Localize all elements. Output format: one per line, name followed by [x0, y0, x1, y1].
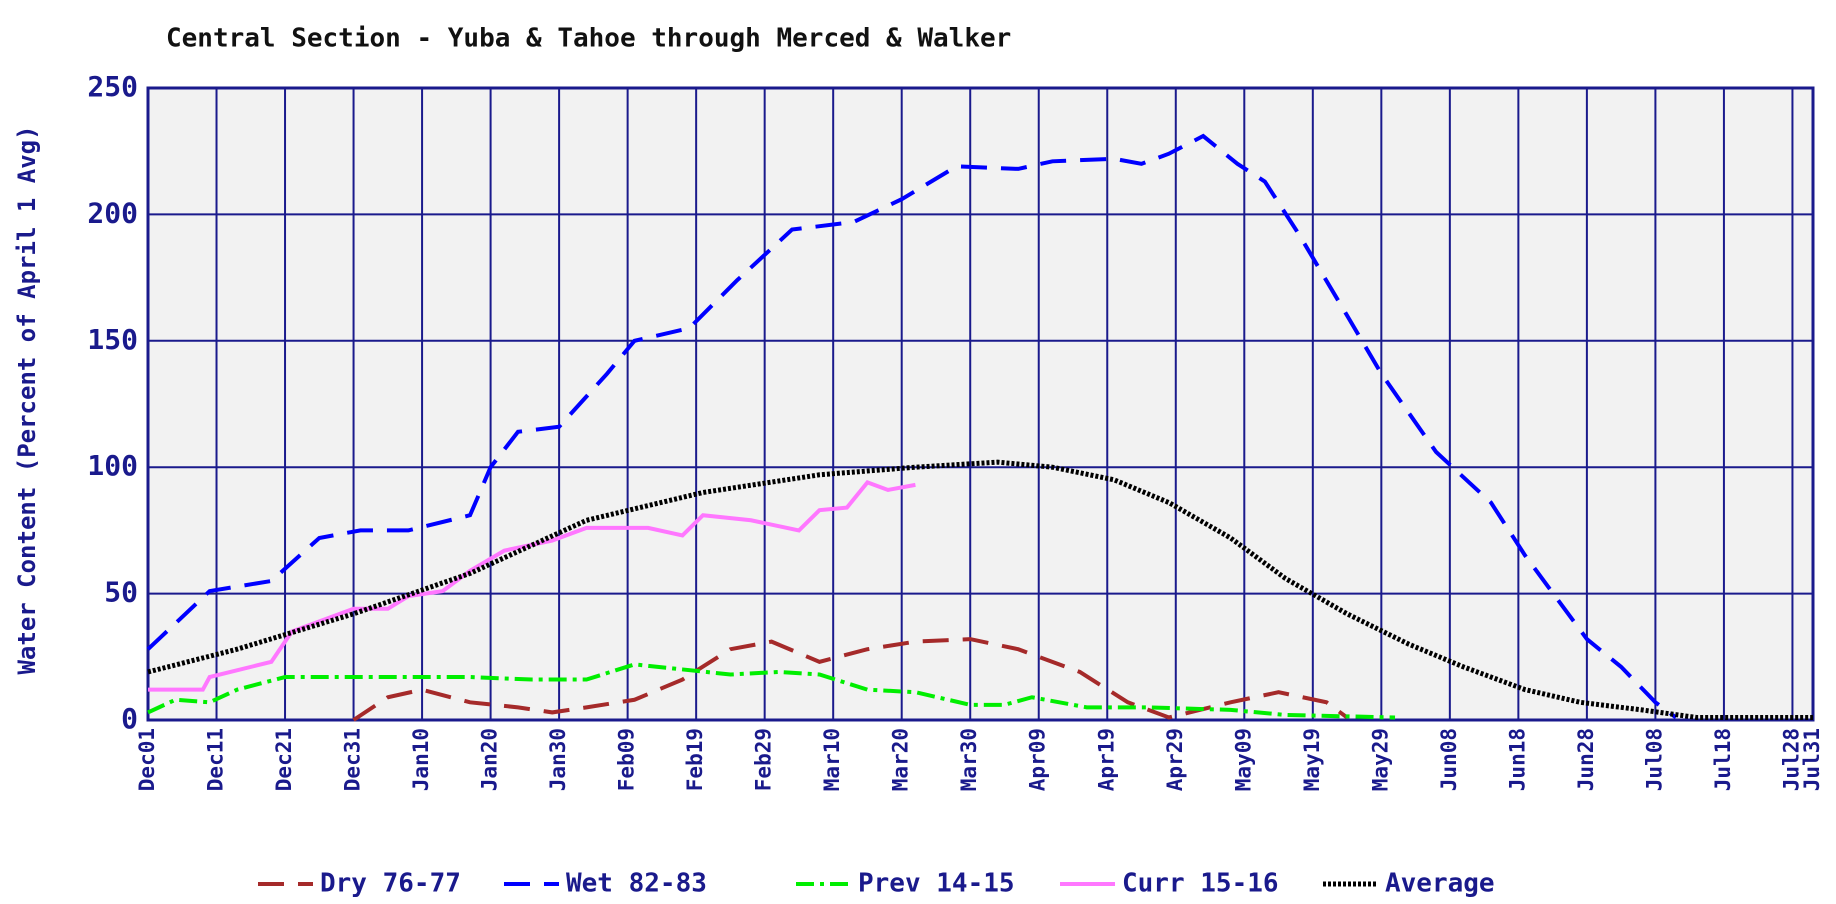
x-tick-label: Jan20	[478, 728, 502, 791]
x-tick-label: Jan10	[409, 728, 433, 791]
series-line	[147, 662, 1396, 720]
series-line	[147, 459, 1813, 720]
x-tick-label: Dec11	[204, 728, 228, 791]
x-tick-label: May09	[1231, 728, 1255, 791]
x-tick-label: Feb29	[752, 728, 776, 791]
x-tick-label: Feb09	[615, 728, 639, 791]
legend-label: Average	[1385, 869, 1495, 899]
x-tick-label: Dec01	[135, 728, 159, 791]
series-line	[146, 133, 1678, 720]
y-axis-label: Water Content (Percent of April 1 Avg)	[13, 125, 41, 674]
x-tick-label: Jun28	[1574, 728, 1598, 791]
y-tick-label: 0	[121, 702, 138, 735]
legend-label: Dry 76-77	[320, 869, 461, 899]
chart-title: Central Section - Yuba & Tahoe through M…	[166, 24, 1011, 54]
y-tick-label: 200	[87, 196, 138, 229]
x-tick-label: Jul18	[1711, 728, 1735, 791]
series-line	[352, 637, 1349, 722]
y-tick-label: 150	[87, 323, 138, 356]
legend-label: Wet 82-83	[566, 869, 707, 899]
x-tick-label: Mar20	[889, 728, 913, 791]
plot-area	[148, 88, 1813, 720]
y-tick-label: 50	[104, 576, 138, 609]
y-tick-label: 100	[87, 449, 138, 482]
x-tick-label: Apr29	[1163, 728, 1187, 791]
x-tick-label: Dec31	[341, 728, 365, 791]
x-tick-label: Apr09	[1026, 728, 1050, 791]
x-tick-label: Jul08	[1642, 728, 1666, 791]
x-tick-label: Jun18	[1505, 728, 1529, 791]
x-tick-label: Jun08	[1437, 728, 1461, 791]
x-tick-label: Jul31	[1800, 728, 1824, 791]
y-tick-label: 250	[87, 70, 138, 103]
series-line	[148, 479, 916, 692]
x-tick-label: Mar10	[820, 728, 844, 791]
x-tick-label: Jul28	[1779, 728, 1803, 791]
legend-label: Curr 15-16	[1122, 869, 1279, 899]
x-tick-label: Jan30	[546, 728, 570, 791]
x-tick-label: Dec21	[272, 728, 296, 791]
plot-border	[146, 86, 1815, 722]
x-tick-label: Feb19	[683, 728, 707, 791]
legend-label: Prev 14-15	[858, 869, 1015, 899]
x-tick-label: May29	[1368, 728, 1392, 791]
x-tick-label: Mar30	[957, 728, 981, 791]
x-tick-label: May19	[1300, 728, 1324, 791]
x-tick-label: Apr19	[1094, 728, 1118, 791]
